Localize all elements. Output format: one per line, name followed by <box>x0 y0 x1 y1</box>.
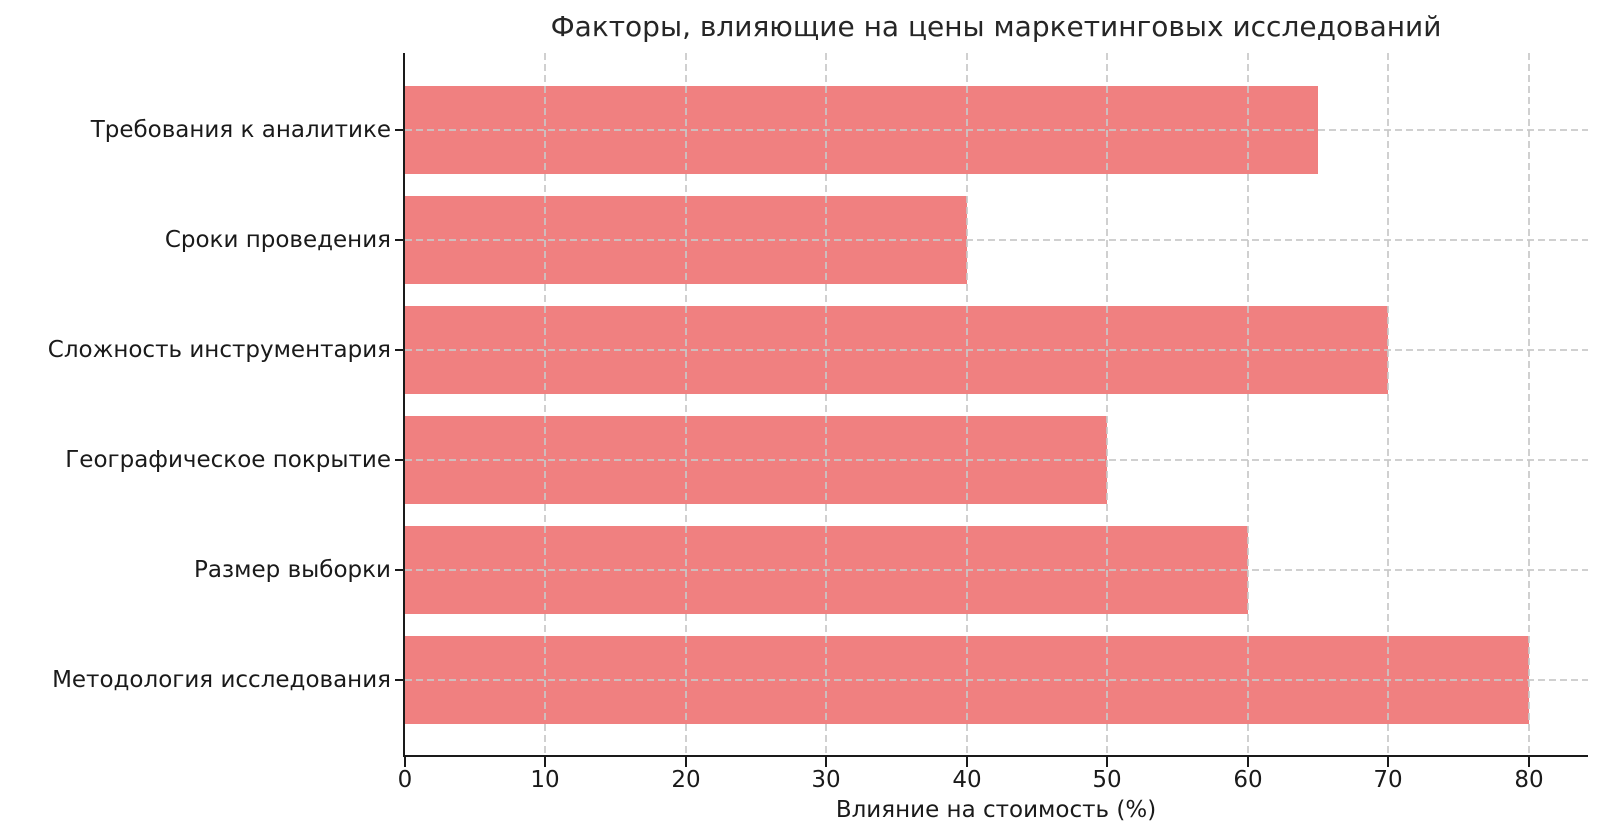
y-tick-mark <box>395 459 403 461</box>
y-tick-label: Размер выборки <box>193 557 391 583</box>
y-tick-mark <box>395 349 403 351</box>
x-tick-label: 60 <box>1233 767 1263 793</box>
x-axis-label: Влияние на стоимость (%) <box>835 797 1157 823</box>
chart-title: Факторы, влияющие на цены маркетинговых … <box>550 10 1442 43</box>
x-tick-mark <box>404 757 406 767</box>
y-tick-label: Сложность инструментария <box>47 337 391 363</box>
h-gridline <box>405 679 1588 681</box>
x-tick-label: 50 <box>1092 767 1122 793</box>
h-gridline <box>405 569 1588 571</box>
v-gridline <box>1528 53 1530 755</box>
y-tick-label: Географическое покрытие <box>65 447 391 473</box>
v-gridline <box>966 53 968 755</box>
v-gridline <box>1247 53 1249 755</box>
y-tick-mark <box>395 129 403 131</box>
x-tick-mark <box>825 757 827 767</box>
y-tick-label: Сроки проведения <box>164 227 391 253</box>
plot-area: Требования к аналитике Сроки проведения Сл… <box>48 53 1588 793</box>
y-tick-mark <box>395 679 403 681</box>
x-tick-mark <box>966 757 968 767</box>
x-tick-label: 20 <box>671 767 701 793</box>
x-tick-label: 10 <box>530 767 560 793</box>
x-tick-label: 40 <box>952 767 982 793</box>
x-tick-mark <box>1106 757 1108 767</box>
v-gridline <box>1387 53 1389 755</box>
x-tick-label: 80 <box>1514 767 1544 793</box>
y-tick-mark <box>395 239 403 241</box>
y-tick-mark <box>395 569 403 571</box>
x-tick-label: 0 <box>397 767 413 793</box>
x-tick-label: 30 <box>811 767 841 793</box>
h-gridline <box>405 459 1588 461</box>
h-gridline <box>405 349 1588 351</box>
x-tick-mark <box>685 757 687 767</box>
v-gridline <box>1106 53 1108 755</box>
y-tick-label: Методология исследования <box>52 667 391 693</box>
h-gridline <box>405 129 1588 131</box>
x-tick-mark <box>544 757 546 767</box>
v-gridline <box>685 53 687 755</box>
h-gridline <box>405 239 1588 241</box>
x-tick-mark <box>1387 757 1389 767</box>
v-gridline <box>544 53 546 755</box>
v-gridline <box>825 53 827 755</box>
x-tick-mark <box>1247 757 1249 767</box>
x-tick-mark <box>1528 757 1530 767</box>
y-tick-label: Требования к аналитике <box>90 117 391 143</box>
x-tick-label: 70 <box>1373 767 1403 793</box>
